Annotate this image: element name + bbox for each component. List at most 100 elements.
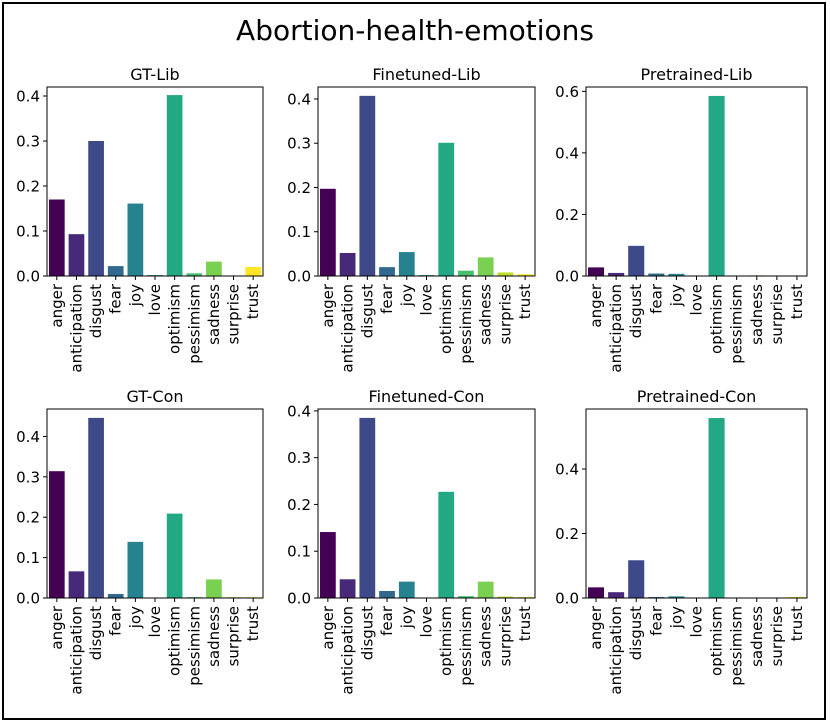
bar-anticipation xyxy=(68,234,85,276)
bar-surprise xyxy=(497,272,514,276)
chart-finetuned-con: Finetuned-Con 0.0 0.1 0.2 0.3 0.4 anger anticip… xyxy=(287,387,536,695)
axes-frame xyxy=(585,86,808,277)
bar-fear xyxy=(379,267,395,276)
x-tick-label: anger xyxy=(587,283,605,327)
y-tick-label: 0.2 xyxy=(555,206,579,224)
x-tick-label: anger xyxy=(48,605,66,649)
bar-optimism xyxy=(166,513,183,598)
bar-anger xyxy=(48,471,65,598)
axes-frame xyxy=(585,408,808,599)
y-tick-label: 0.0 xyxy=(287,590,311,608)
x-tick-label: pessimism xyxy=(728,606,746,686)
x-tick-label: anger xyxy=(319,283,337,327)
y-tick-label: 0.0 xyxy=(555,590,579,608)
x-tick-label: sadness xyxy=(205,606,223,667)
x-tick-label: anticipation xyxy=(67,284,85,373)
x-tick-label: trust xyxy=(516,284,534,319)
x-tick-label: sadness xyxy=(205,284,223,345)
bar-anger xyxy=(319,188,336,276)
x-tick-label: joy xyxy=(398,284,416,307)
bar-pessimism xyxy=(186,273,203,276)
x-tick-label: trust xyxy=(788,606,806,641)
x-tick-label: love xyxy=(146,606,164,637)
y-tick-label: 0.2 xyxy=(16,509,40,527)
figure-title: Abortion-health-emotions xyxy=(236,14,594,47)
x-tick-label: sadness xyxy=(477,284,495,345)
x-tick-label: anticipation xyxy=(339,284,357,373)
y-tick-label: 0.4 xyxy=(287,402,311,420)
y-tick-label: 0.0 xyxy=(555,268,579,286)
y-tick-label: 0.4 xyxy=(16,88,40,106)
bar-trust xyxy=(517,274,534,276)
bar-surprise xyxy=(497,596,514,598)
x-tick-label: anger xyxy=(319,605,337,649)
bar-anger xyxy=(588,267,605,276)
y-tick-label: 0.1 xyxy=(287,223,311,241)
bar-disgust xyxy=(88,417,104,598)
x-tick-label: anticipation xyxy=(607,284,625,373)
x-tick-label: anticipation xyxy=(67,606,85,695)
y-tick-label: 0.0 xyxy=(16,268,40,286)
bar-fear xyxy=(379,590,395,598)
bar-disgust xyxy=(359,95,376,276)
x-tick-label: joy xyxy=(126,284,144,307)
x-tick-label: joy xyxy=(126,606,144,629)
x-tick-label: surprise xyxy=(496,606,514,666)
x-tick-label: love xyxy=(688,284,706,315)
x-tick-label: trust xyxy=(516,606,534,641)
bar-optimism xyxy=(438,142,455,276)
y-tick-label: 0.4 xyxy=(555,144,579,162)
y-tick-label: 0.3 xyxy=(287,449,311,467)
x-tick-label: joy xyxy=(398,606,416,629)
bar-disgust xyxy=(88,141,104,276)
x-tick-label: disgust xyxy=(358,606,376,660)
bar-fear xyxy=(107,593,124,598)
bar-trust xyxy=(245,267,262,276)
x-tick-label: anger xyxy=(48,283,66,327)
bar-joy xyxy=(398,252,415,276)
x-tick-label: pessimism xyxy=(457,284,475,364)
y-tick-label: 0.3 xyxy=(287,135,311,153)
x-tick-label: disgust xyxy=(627,284,645,338)
x-tick-label: fear xyxy=(378,605,396,636)
x-tick-label: anticipation xyxy=(607,606,625,695)
x-tick-label: optimism xyxy=(166,606,184,676)
chart-title: GT-Con xyxy=(126,387,183,406)
x-tick-label: fear xyxy=(647,605,665,636)
axes-frame xyxy=(46,408,264,599)
bar-optimism xyxy=(708,418,725,598)
x-tick-label: anticipation xyxy=(339,606,357,695)
chart-title: Pretrained-Lib xyxy=(641,65,753,84)
bar-optimism xyxy=(438,491,455,598)
chart-title: GT-Lib xyxy=(130,65,179,84)
chart-title: Finetuned-Lib xyxy=(372,65,480,84)
y-tick-label: 0.1 xyxy=(287,543,311,561)
x-tick-label: joy xyxy=(667,284,685,307)
x-tick-label: disgust xyxy=(358,284,376,338)
x-tick-label: surprise xyxy=(768,606,786,666)
y-tick-label: 0.3 xyxy=(16,133,40,151)
x-tick-label: optimism xyxy=(166,284,184,354)
bar-joy xyxy=(127,541,144,598)
bar-anger xyxy=(48,199,65,276)
x-tick-label: pessimism xyxy=(185,606,203,686)
x-tick-label: disgust xyxy=(627,606,645,660)
bar-joy xyxy=(668,596,685,598)
x-tick-label: love xyxy=(146,284,164,315)
bar-anticipation xyxy=(608,272,625,276)
y-tick-label: 0.2 xyxy=(287,179,311,197)
bar-anticipation xyxy=(339,579,356,598)
y-tick-label: 0.6 xyxy=(555,83,579,101)
bar-optimism xyxy=(166,95,183,276)
chart-gt-con: GT-Con 0.0 0.1 0.2 0.3 0.4 anger anticipation di… xyxy=(16,387,264,695)
bar-joy xyxy=(127,203,144,276)
x-tick-label: surprise xyxy=(225,606,243,666)
x-tick-label: optimism xyxy=(437,284,455,354)
bar-disgust xyxy=(359,417,376,598)
chart-pretrained-lib: Pretrained-Lib 0.0 0.2 0.4 0.6 anger anticipat… xyxy=(555,65,808,373)
bar-fear xyxy=(648,273,665,276)
bar-joy xyxy=(668,273,685,276)
x-tick-label: pessimism xyxy=(457,606,475,686)
x-tick-label: surprise xyxy=(768,284,786,344)
